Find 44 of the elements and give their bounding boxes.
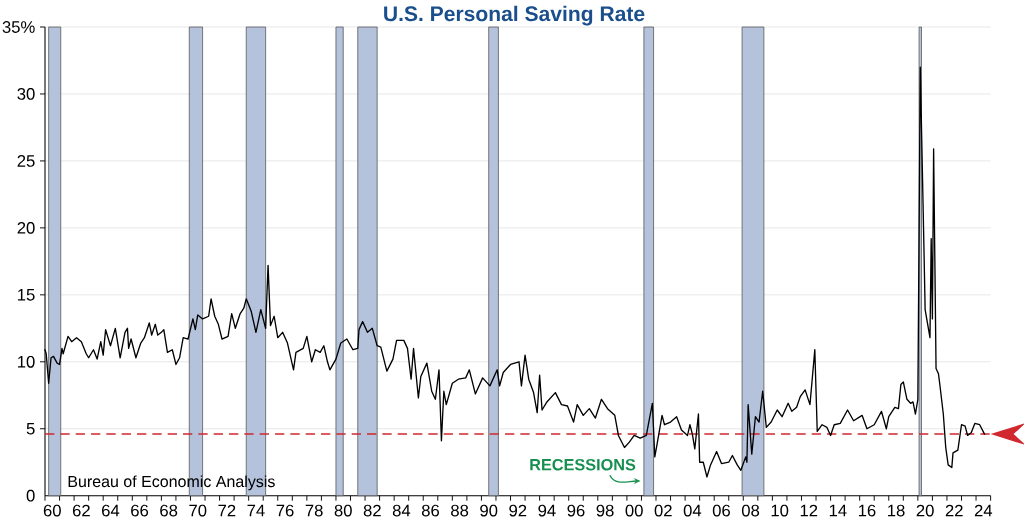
x-tick-label: 66 xyxy=(131,504,149,517)
x-tick-label: 12 xyxy=(800,504,818,517)
x-tick-label: 60 xyxy=(43,504,61,517)
x-tick-label: 06 xyxy=(712,504,730,517)
x-tick-label: 70 xyxy=(189,504,207,517)
x-tick-label: 76 xyxy=(276,504,294,517)
x-tick-label: 82 xyxy=(363,504,381,517)
x-tick-label: 80 xyxy=(334,504,352,517)
x-tick-label: 94 xyxy=(538,504,556,517)
x-tick-label: 08 xyxy=(741,504,760,517)
x-tick-label: 78 xyxy=(305,504,323,517)
x-tick-label: 22 xyxy=(945,504,963,517)
y-tick-label: 35% xyxy=(2,21,35,33)
y-tick-label: 0 xyxy=(26,489,35,502)
x-tick-label: 18 xyxy=(888,504,905,517)
x-tick-label: 62 xyxy=(72,504,90,517)
y-tick-label: 30 xyxy=(17,88,35,100)
x-tick-label: 86 xyxy=(421,504,440,517)
x-tick-label: 14 xyxy=(829,504,847,517)
x-tick-label: 24 xyxy=(974,504,993,517)
y-tick-label: 25 xyxy=(17,155,35,167)
x-tick-label: 96 xyxy=(567,504,585,517)
x-tick-label: 02 xyxy=(654,504,672,517)
x-tick-label: 10 xyxy=(771,504,789,517)
chart-title: U.S. Personal Saving Rate xyxy=(384,5,645,26)
x-tick-label: 64 xyxy=(102,504,120,517)
x-tick-label: 04 xyxy=(683,504,702,517)
y-tick-label: 5 xyxy=(26,422,35,435)
x-tick-label: 98 xyxy=(596,504,614,517)
y-tick-label: 20 xyxy=(17,221,35,234)
y-tick-label: 15 xyxy=(18,289,35,301)
x-tick-label: 92 xyxy=(509,504,527,517)
x-tick-label: 16 xyxy=(858,504,876,517)
x-tick-label: 84 xyxy=(392,504,411,517)
x-tick-label: 90 xyxy=(480,504,498,517)
x-tick-label: 72 xyxy=(218,504,236,517)
annotation: Bureau of Economic Analysis xyxy=(68,475,275,491)
x-tick-label: 68 xyxy=(160,504,178,517)
x-tick-label: 00 xyxy=(625,504,643,517)
x-tick-label: 88 xyxy=(451,504,469,517)
y-tick-label: 10 xyxy=(18,355,35,368)
x-tick-label: 74 xyxy=(247,504,265,517)
annotation: RECESSIONS xyxy=(530,458,636,471)
x-tick-label: 20 xyxy=(916,504,934,517)
